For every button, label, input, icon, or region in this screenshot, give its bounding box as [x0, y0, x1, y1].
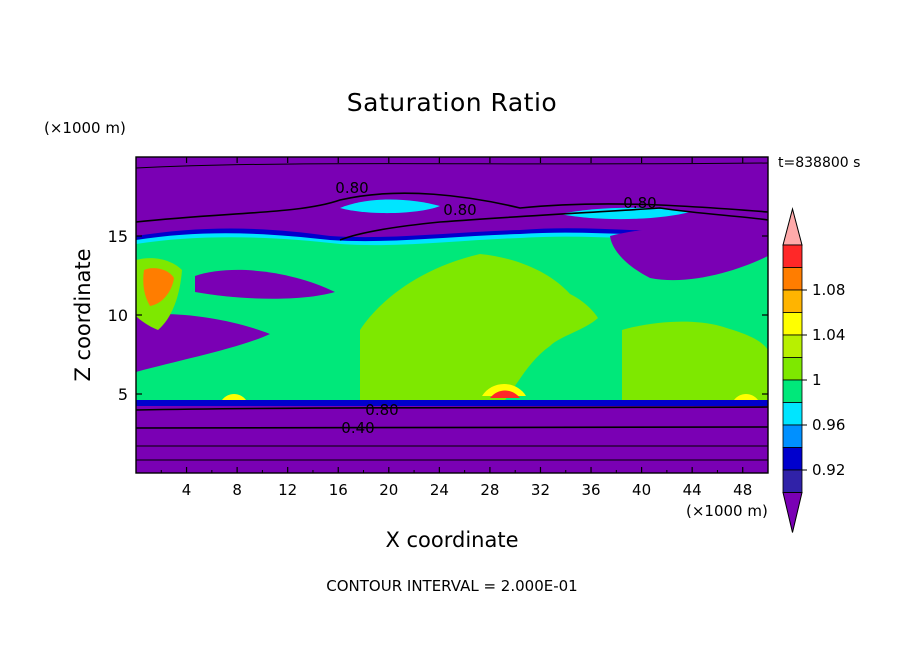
colorbar-under-triangle	[782, 492, 803, 533]
time-label: t=838800 s	[778, 155, 861, 171]
x-tick-label: 24	[430, 481, 449, 499]
chart-title: Saturation Ratio	[346, 88, 558, 117]
colorbar-segment	[782, 402, 803, 426]
supersat-yellow-cell	[482, 384, 526, 396]
colorbar-segment	[782, 312, 803, 336]
colorbar-segment	[782, 289, 803, 313]
x-tick-label: 32	[531, 481, 550, 499]
colorbar: 1.08 1.04 1 0.96 0.92	[782, 207, 845, 533]
field-layer	[136, 157, 768, 473]
contour-line	[136, 406, 768, 411]
x-tick-label: 36	[581, 481, 600, 499]
dry-pocket-right	[610, 225, 768, 281]
colorbar-over-triangle	[782, 207, 803, 246]
contour-label: 0.80	[443, 201, 476, 219]
colorbar-segment	[782, 334, 803, 358]
x-tick-label: 44	[683, 481, 702, 499]
colorbar-tick-label: 1	[812, 371, 822, 389]
contour-label: 0.80	[335, 179, 368, 197]
colorbar-tick-label: 0.92	[812, 461, 845, 479]
colorbar-tick-label: 1.04	[812, 326, 845, 344]
upper-band-cyan-right	[560, 207, 690, 220]
x-tick-label: 48	[733, 481, 752, 499]
colorbar-segment	[782, 447, 803, 471]
contour-label: 0.80	[365, 401, 398, 419]
contour-label-layer: 0.800.80 0.800.800.40	[335, 179, 656, 437]
supersat-red-cell	[490, 390, 520, 398]
dry-pocket-mid	[195, 269, 335, 299]
y-tick-label: 10	[108, 306, 128, 325]
x-tick-label: 28	[480, 481, 499, 499]
contour-interval-note: CONTOUR INTERVAL = 2.000E-01	[326, 577, 578, 595]
x-axis-label: X coordinate	[385, 528, 519, 552]
upper-band-cyan	[340, 199, 440, 214]
updraft-light-green-right	[622, 321, 768, 400]
contour-line	[339, 207, 768, 241]
y-tick-label: 5	[118, 385, 128, 404]
contour-label: 0.40	[341, 419, 374, 437]
contour-line	[136, 425, 768, 429]
cloud-base-blue-strip	[136, 400, 768, 406]
contour-line	[136, 162, 768, 169]
colorbar-segment	[782, 244, 803, 268]
colorbar-segment	[782, 424, 803, 448]
colorbar-tick-label: 0.96	[812, 416, 845, 434]
contour-lines	[136, 162, 768, 461]
supersat-yellow-right	[734, 394, 758, 400]
y-axis-unit: (×1000 m)	[44, 119, 126, 137]
x-tick-label: 20	[379, 481, 398, 499]
x-tick-label: 12	[278, 481, 297, 499]
x-tick-label: 40	[632, 481, 651, 499]
supersat-orange-left	[143, 268, 174, 306]
contour-label: 0.80	[623, 194, 656, 212]
colorbar-tick-label: 1.08	[812, 281, 845, 299]
x-tick-label: 4	[182, 481, 192, 499]
colorbar-segment	[782, 469, 803, 493]
colorbar-segment	[782, 267, 803, 291]
y-tick-label: 15	[108, 227, 128, 246]
dry-pocket-left-low	[136, 314, 270, 372]
colorbar-segment	[782, 357, 803, 381]
x-tick-label: 16	[329, 481, 348, 499]
x-axis-unit: (×1000 m)	[686, 502, 768, 520]
updraft-light-green	[360, 254, 598, 400]
lower-dry-layer	[136, 406, 768, 473]
supersat-yellow-small	[222, 394, 246, 400]
contour-line	[136, 192, 768, 223]
colorbar-segment	[782, 379, 803, 403]
x-tick-label: 8	[232, 481, 242, 499]
